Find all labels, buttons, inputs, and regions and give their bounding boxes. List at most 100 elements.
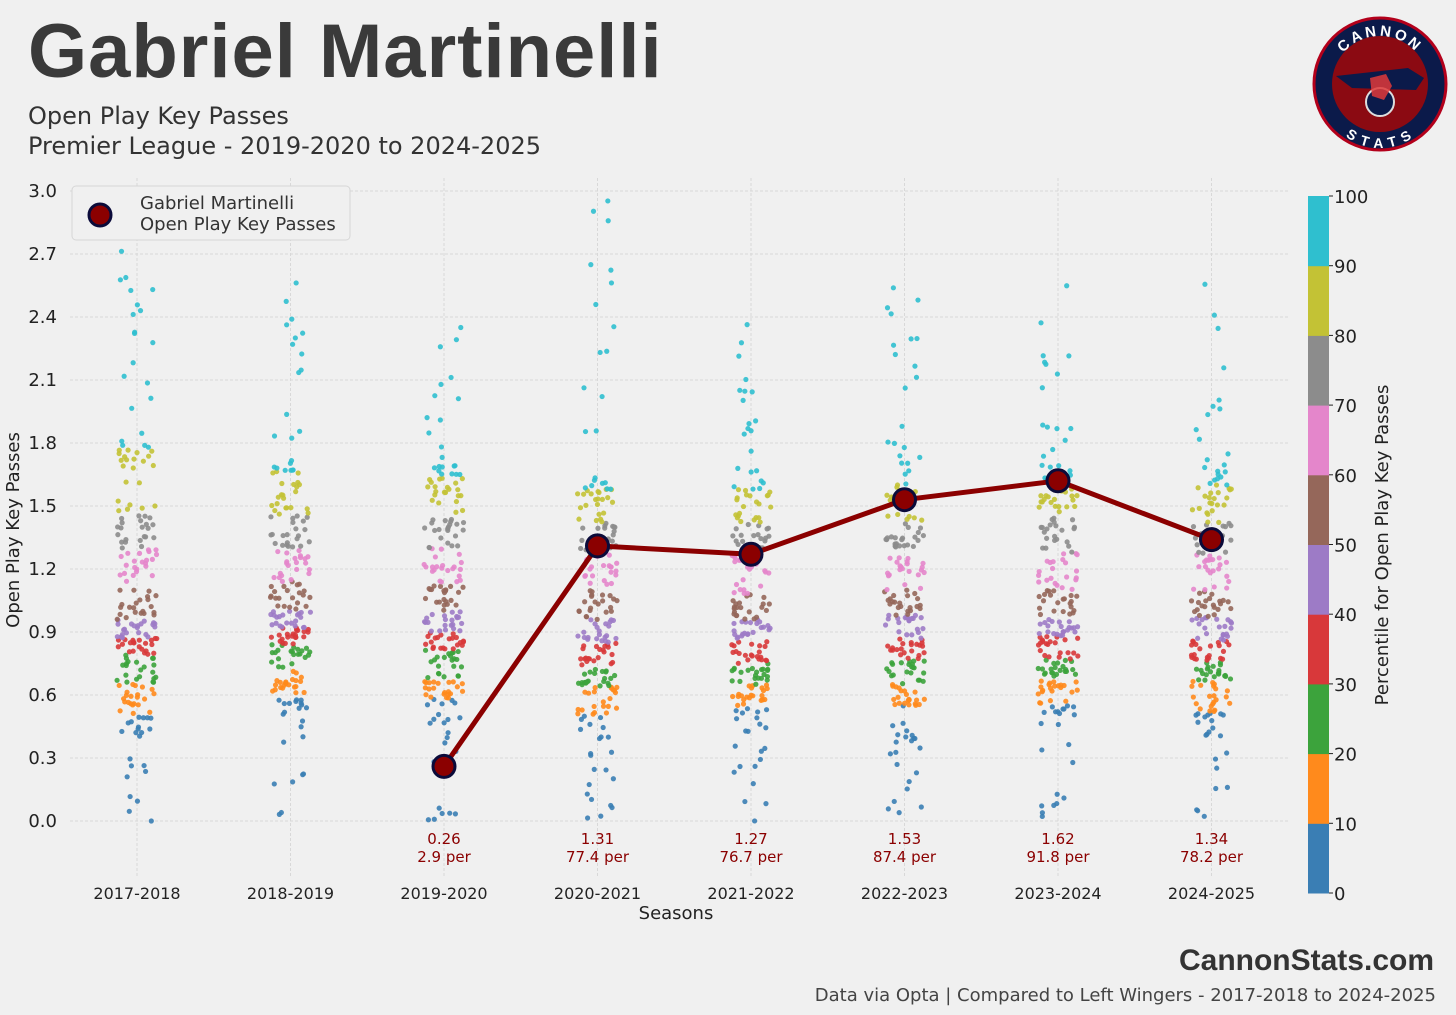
comparison-point <box>613 635 619 642</box>
comparison-point <box>759 666 765 673</box>
comparison-point <box>1202 564 1209 570</box>
comparison-point <box>1190 524 1197 530</box>
comparison-point <box>1207 480 1213 486</box>
comparison-point <box>1037 700 1043 706</box>
comparison-point <box>289 544 296 550</box>
comparison-point <box>891 440 898 446</box>
comparison-point <box>599 393 605 400</box>
comparison-point <box>750 486 756 492</box>
comparison-point <box>901 444 907 451</box>
comparison-point <box>151 535 157 541</box>
comparison-point <box>766 533 772 539</box>
comparison-point <box>306 539 312 545</box>
y-axis-label: Open Play Key Passes <box>3 432 24 628</box>
comparison-point <box>742 388 748 394</box>
comparison-point <box>435 680 441 686</box>
comparison-point <box>287 604 293 610</box>
comparison-point <box>121 570 128 577</box>
comparison-point <box>436 500 442 506</box>
comparison-point <box>281 583 287 589</box>
comparison-point <box>599 496 605 502</box>
comparison-point <box>914 626 920 632</box>
comparison-point <box>586 656 592 662</box>
comparison-point <box>448 597 454 603</box>
comparison-point <box>732 559 738 565</box>
comparison-point <box>898 652 904 658</box>
comparison-point <box>1074 624 1081 630</box>
comparison-point <box>759 693 765 699</box>
comparison-point <box>123 274 129 281</box>
comparison-point <box>294 513 300 519</box>
comparison-point <box>150 522 156 528</box>
comparison-point <box>442 616 449 623</box>
comparison-point <box>1049 565 1056 572</box>
comparison-point <box>130 710 136 716</box>
comparison-point <box>917 745 923 751</box>
comparison-point <box>918 635 924 641</box>
comparison-point <box>120 463 126 469</box>
comparison-point <box>1046 682 1052 688</box>
comparison-point <box>436 805 442 811</box>
comparison-point <box>142 640 149 646</box>
comparison-point <box>763 801 769 807</box>
comparison-point <box>149 686 155 692</box>
comparison-point <box>1225 617 1231 623</box>
comparison-point <box>1051 515 1057 521</box>
comparison-point <box>762 643 768 650</box>
comparison-point <box>1070 759 1076 766</box>
comparison-point <box>1190 638 1196 644</box>
comparison-point <box>1211 681 1217 687</box>
comparison-point <box>1223 631 1230 637</box>
comparison-point <box>741 431 747 437</box>
comparison-point <box>457 639 463 646</box>
player-percentile-label: 2.9 per <box>417 848 471 866</box>
comparison-point <box>296 369 302 376</box>
comparison-point <box>884 587 890 593</box>
comparison-point <box>455 543 461 549</box>
comparison-point <box>1074 493 1080 499</box>
comparison-point <box>460 527 466 533</box>
comparison-point <box>920 626 926 632</box>
comparison-point <box>449 635 456 641</box>
comparison-point <box>136 480 142 486</box>
comparison-point <box>1044 588 1050 594</box>
comparison-point <box>607 593 613 599</box>
comparison-point <box>890 683 896 689</box>
comparison-point <box>430 517 436 523</box>
comparison-point <box>1210 403 1216 409</box>
comparison-point <box>740 577 746 583</box>
comparison-point <box>1209 591 1215 597</box>
comparison-point <box>459 681 465 687</box>
comparison-point <box>445 730 451 736</box>
comparison-point <box>588 491 594 497</box>
comparison-point <box>1055 721 1061 728</box>
comparison-point <box>598 813 604 819</box>
comparison-point <box>1214 765 1220 771</box>
comparison-point <box>428 694 434 700</box>
comparison-point <box>1068 604 1074 610</box>
comparison-point <box>1202 281 1208 287</box>
comparison-point <box>1214 616 1220 622</box>
comparison-point <box>1074 552 1080 558</box>
colorbar-tick-label: 20 <box>1334 745 1357 766</box>
comparison-point <box>280 532 286 539</box>
comparison-point <box>118 553 124 560</box>
comparison-point <box>610 523 616 529</box>
comparison-point <box>914 641 920 647</box>
comparison-point <box>1228 620 1235 626</box>
comparison-point <box>119 520 125 526</box>
comparison-point <box>153 547 159 553</box>
comparison-point <box>1060 628 1067 635</box>
comparison-point <box>130 702 136 708</box>
comparison-point <box>133 600 139 606</box>
comparison-point <box>892 351 898 358</box>
comparison-point <box>745 521 751 528</box>
comparison-point <box>1225 599 1231 605</box>
comparison-point <box>921 658 927 664</box>
comparison-point <box>307 649 313 655</box>
comparison-point <box>148 603 154 610</box>
comparison-point <box>438 535 444 541</box>
comparison-point <box>740 503 747 510</box>
comparison-point <box>125 447 131 453</box>
comparison-point <box>114 634 120 640</box>
